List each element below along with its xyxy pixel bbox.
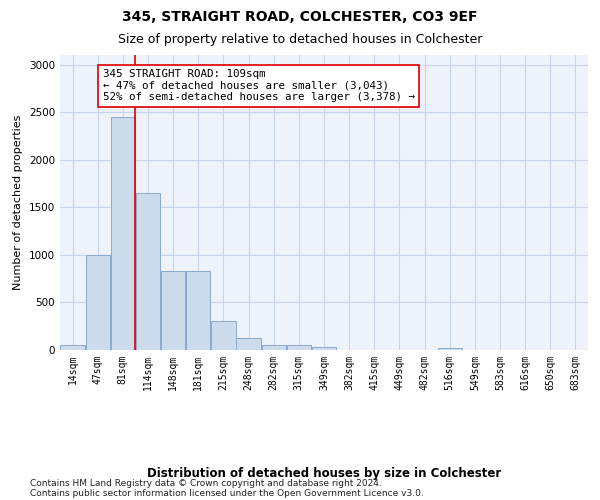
Bar: [312, 347, 336, 350]
Bar: [61, 345, 85, 350]
X-axis label: Distribution of detached houses by size in Colchester: Distribution of detached houses by size …: [147, 466, 501, 479]
Text: Contains HM Land Registry data © Crown copyright and database right 2024.: Contains HM Land Registry data © Crown c…: [30, 478, 382, 488]
Bar: [110, 117, 135, 350]
Text: Size of property relative to detached houses in Colchester: Size of property relative to detached ho…: [118, 32, 482, 46]
Bar: [136, 193, 160, 350]
Text: Contains public sector information licensed under the Open Government Licence v3: Contains public sector information licen…: [30, 488, 424, 498]
Text: 345, STRAIGHT ROAD, COLCHESTER, CO3 9EF: 345, STRAIGHT ROAD, COLCHESTER, CO3 9EF: [122, 10, 478, 24]
Bar: [161, 271, 185, 350]
Bar: [211, 322, 236, 350]
Bar: [287, 345, 311, 350]
Bar: [262, 345, 286, 350]
Y-axis label: Number of detached properties: Number of detached properties: [13, 115, 23, 290]
Text: 345 STRAIGHT ROAD: 109sqm
← 47% of detached houses are smaller (3,043)
52% of se: 345 STRAIGHT ROAD: 109sqm ← 47% of detac…: [103, 70, 415, 102]
Bar: [86, 255, 110, 350]
Bar: [236, 338, 261, 350]
Bar: [186, 271, 211, 350]
Bar: [437, 348, 462, 350]
